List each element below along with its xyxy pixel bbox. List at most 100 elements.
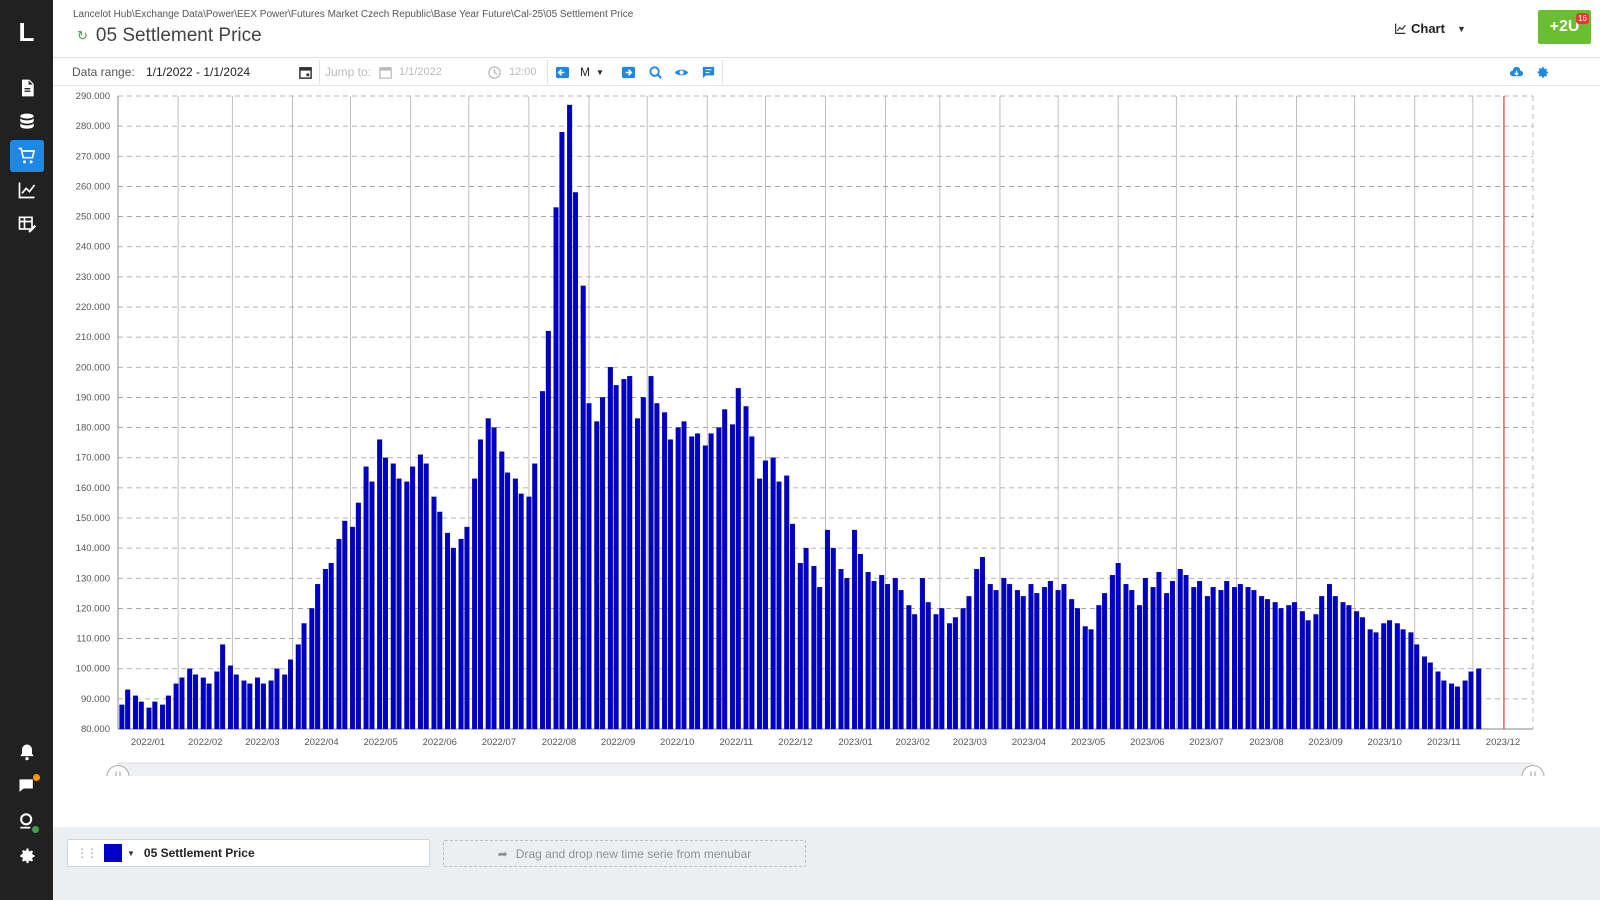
price-bar [369, 481, 375, 730]
price-bar [288, 659, 294, 730]
chevron-down-icon[interactable]: ▼ [127, 848, 135, 858]
zoom-button[interactable] [646, 58, 664, 86]
price-bar [247, 683, 253, 730]
notifications-nav-button[interactable] [10, 736, 44, 768]
clock-icon[interactable] [485, 58, 503, 86]
price-bar [146, 707, 152, 730]
price-bar [803, 547, 809, 730]
tables-nav-button[interactable] [10, 208, 44, 240]
price-bar [600, 397, 606, 730]
period-value: M [580, 65, 590, 79]
price-bar [220, 644, 226, 730]
price-bar [165, 695, 171, 730]
series-name: 05 Settlement Price [143, 846, 255, 860]
annotations-button[interactable] [699, 58, 717, 86]
chart-toolbar: Data range: 1/1/2022 - 1/1/2024 Jump to:… [53, 58, 1600, 86]
database-icon [20, 113, 34, 129]
cloud-download-icon [1509, 66, 1523, 76]
price-bar [729, 424, 735, 730]
price-bar [1476, 668, 1482, 730]
y-tick-label: 240.000 [76, 242, 110, 253]
breadcrumb[interactable]: Lancelot Hub\Exchange Data\Power\EEX Pow… [73, 9, 634, 20]
price-bar [390, 463, 396, 730]
chart-area[interactable]: 80.000 90.000 100.000 110.000 120.000 130.000… [53, 86, 1600, 776]
price-bar [1115, 563, 1121, 730]
price-bar [499, 451, 505, 730]
jump-calendar-icon[interactable] [376, 58, 394, 86]
charts-nav-button[interactable] [10, 174, 44, 206]
series-color-swatch[interactable] [104, 844, 122, 862]
price-bar [1210, 587, 1216, 730]
price-bar [770, 457, 776, 730]
refresh-icon[interactable]: ↻ [77, 28, 88, 43]
price-bar [1096, 605, 1102, 730]
price-bar [1082, 626, 1088, 730]
market-nav-button[interactable] [10, 140, 44, 172]
price-bar [138, 701, 144, 730]
price-bar [735, 388, 741, 730]
bar-chart[interactable]: 80.000 90.000 100.000 110.000 120.000 130.000… [53, 86, 1600, 776]
visibility-button[interactable] [672, 58, 690, 86]
price-bar [260, 683, 266, 730]
price-bar [640, 397, 646, 730]
calendar-icon[interactable] [296, 58, 314, 86]
next-period-button[interactable] [619, 58, 637, 86]
price-bar [1183, 575, 1189, 730]
share-arrow-icon: ➦ [497, 846, 508, 861]
price-bar [980, 556, 986, 730]
dropzone-text: Drag and drop new time serie from menuba… [515, 846, 752, 861]
settings-nav-button[interactable] [10, 840, 44, 872]
app-logo[interactable]: L [18, 16, 35, 47]
price-bar [445, 532, 451, 730]
drag-handle-icon[interactable]: ⋮⋮ [76, 846, 98, 860]
period-select[interactable]: M ▼ [580, 58, 604, 86]
price-bar [1373, 632, 1379, 730]
price-bar [1137, 605, 1143, 730]
price-bar [784, 475, 790, 730]
price-bar [898, 590, 904, 730]
price-bar [1449, 683, 1455, 730]
x-tick-label: 2022/09 [601, 737, 635, 748]
jump-time-input[interactable]: 12:00 [509, 66, 537, 78]
series-chip[interactable]: ⋮⋮ ▼ 05 Settlement Price [67, 839, 430, 867]
price-bar [1381, 623, 1387, 730]
x-tick-label: 2022/10 [660, 737, 694, 748]
price-bar [187, 668, 193, 730]
price-bar [912, 614, 918, 730]
toolbar-divider [547, 60, 548, 84]
chart-settings-button[interactable] [1533, 58, 1551, 86]
x-tick-label: 2022/07 [482, 737, 516, 748]
navigator-right-handle[interactable] [1521, 765, 1545, 777]
y-tick-label: 290.000 [76, 91, 110, 102]
price-bar [382, 457, 388, 730]
price-bar [241, 680, 247, 730]
previous-period-button[interactable] [553, 58, 571, 86]
add-user-button[interactable]: +2U 16 [1538, 10, 1591, 44]
data-range-input[interactable]: 1/1/2022 - 1/1/2024 [146, 65, 251, 79]
series-dropzone[interactable]: ➦ Drag and drop new time serie from menu… [443, 840, 806, 867]
price-bar [1237, 584, 1243, 730]
y-tick-label: 110.000 [76, 634, 110, 645]
database-nav-button[interactable] [10, 106, 44, 138]
jump-date-input[interactable]: 1/1/2022 [399, 66, 442, 78]
data-range-label: Data range: [72, 65, 135, 79]
x-tick-label: 2022/03 [245, 737, 279, 748]
x-tick-label: 2022/12 [778, 737, 812, 748]
price-bar [790, 523, 796, 730]
price-bar [1340, 602, 1346, 730]
price-bar [1427, 662, 1433, 730]
price-bar [309, 608, 315, 730]
feedback-nav-button[interactable] [10, 770, 44, 802]
view-mode-label: Chart [1411, 21, 1445, 36]
price-bar [1264, 599, 1270, 730]
y-tick-label: 120.000 [76, 603, 110, 614]
export-button[interactable] [1507, 58, 1525, 86]
documents-nav-button[interactable] [10, 72, 44, 104]
y-tick-label: 210.000 [76, 332, 110, 343]
user-status-nav-button[interactable] [10, 805, 44, 837]
view-mode-dropdown[interactable]: Chart ▼ [1394, 21, 1466, 36]
navigator-left-handle[interactable] [106, 765, 130, 777]
price-bar [1164, 593, 1170, 730]
price-bar [160, 704, 166, 730]
price-bar [282, 674, 288, 730]
